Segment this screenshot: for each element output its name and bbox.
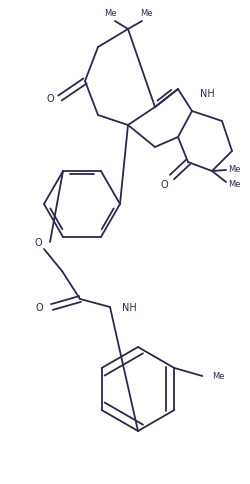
Text: O: O bbox=[160, 180, 168, 190]
Text: Me: Me bbox=[140, 10, 152, 18]
Text: O: O bbox=[36, 302, 43, 312]
Text: NH: NH bbox=[200, 89, 215, 99]
Text: O: O bbox=[34, 238, 42, 247]
Text: O: O bbox=[46, 94, 54, 104]
Text: Me: Me bbox=[228, 165, 240, 174]
Text: Me: Me bbox=[228, 180, 240, 189]
Text: Me: Me bbox=[104, 10, 116, 18]
Text: NH: NH bbox=[122, 302, 137, 312]
Text: Me: Me bbox=[212, 372, 225, 381]
